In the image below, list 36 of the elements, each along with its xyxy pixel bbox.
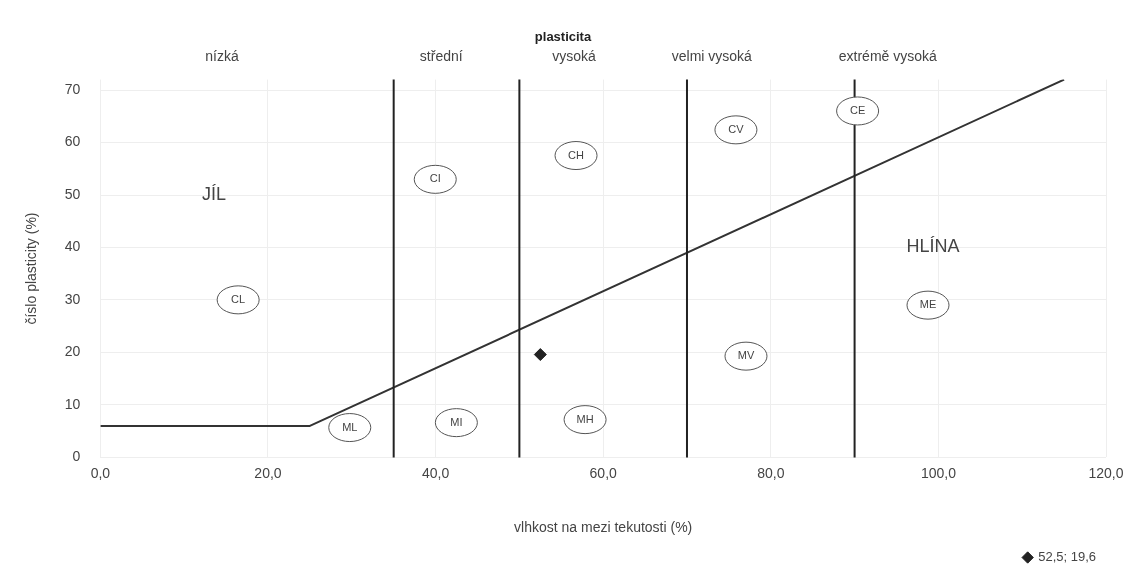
y-tick-label: 10	[64, 395, 81, 412]
x-tick-label: 0,0	[90, 464, 111, 481]
x-tick-label: 40,0	[421, 464, 450, 481]
annotation: MH	[576, 412, 594, 425]
y-tick-label: 40	[64, 238, 81, 255]
x-tick-label: 120,0	[1088, 464, 1124, 481]
annotation: CE	[849, 103, 866, 116]
annotation: MI	[450, 415, 463, 428]
legend-label: 52,5; 19,6	[1038, 549, 1096, 565]
annotation: CL	[231, 292, 246, 305]
y-tick-label: 50	[64, 185, 81, 202]
annotation: ME	[919, 298, 937, 311]
y-tick-label: 60	[64, 133, 81, 150]
y-tick-label: 30	[64, 290, 81, 307]
annotation: CI	[429, 172, 441, 185]
annotation: MV	[737, 349, 755, 362]
y-tick-label: 70	[64, 80, 81, 97]
annotation: ML	[342, 420, 358, 433]
annotation: JÍL	[202, 184, 227, 205]
x-tick-label: 60,0	[589, 464, 618, 481]
x-tick-label: 20,0	[254, 464, 282, 481]
x-tick-label: 100,0	[920, 464, 957, 481]
text: velmi vysoká	[671, 48, 753, 65]
y-axis-title: číslo plasticity (%)	[23, 212, 40, 325]
annotation: CV	[728, 122, 745, 135]
text: vysoká	[552, 48, 597, 65]
x-tick-label: 80,0	[757, 464, 785, 481]
chart-title: plasticita	[534, 29, 592, 45]
annotation: HLÍNA	[906, 236, 960, 257]
y-tick-label: 20	[64, 343, 81, 360]
text: nízká	[205, 48, 239, 65]
text: střední	[419, 48, 463, 65]
text: extrémě vysoká	[838, 48, 937, 65]
annotation: CH	[568, 148, 585, 161]
y-tick-label: 0	[72, 448, 81, 465]
x-axis-title: vlhkost na mezi tekutosti (%)	[514, 519, 693, 536]
